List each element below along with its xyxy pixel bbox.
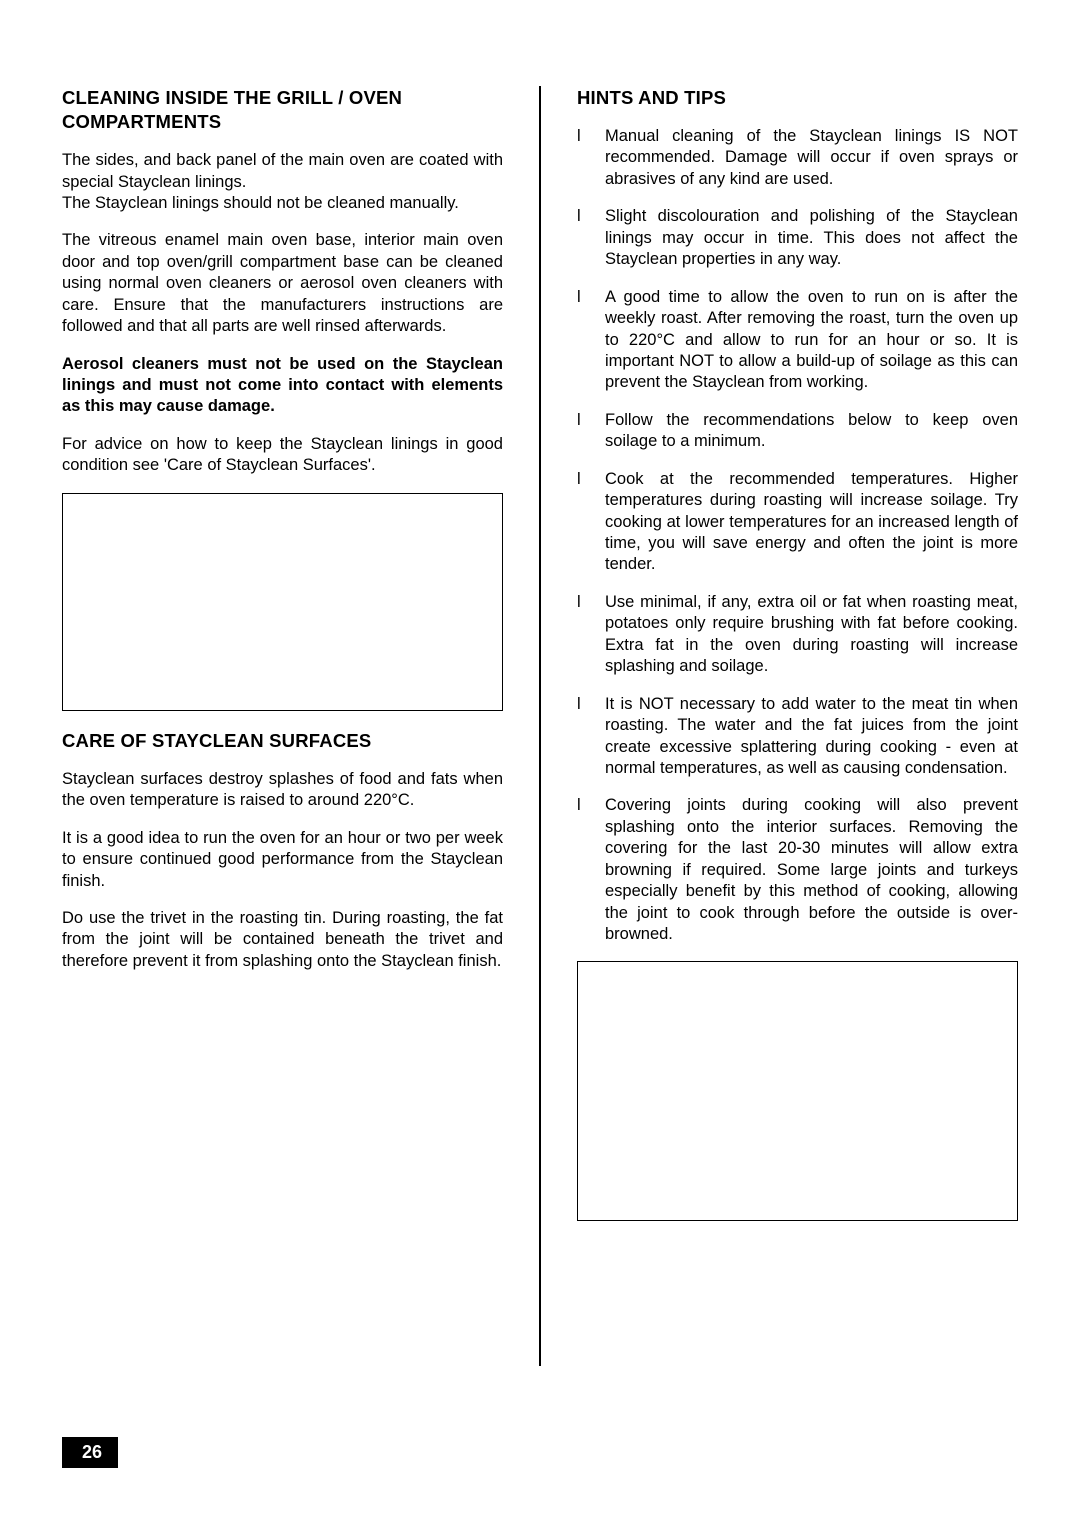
tip-item: l It is NOT necessary to add water to th… bbox=[577, 694, 1018, 780]
bullet-icon: l bbox=[577, 287, 605, 394]
para-stayclean-coating: The sides, and back panel of the main ov… bbox=[62, 150, 503, 193]
para-enamel-clean: The vitreous enamel main oven base, inte… bbox=[62, 230, 503, 337]
tips-list: l Manual cleaning of the Stayclean linin… bbox=[577, 126, 1018, 945]
tip-text: Manual cleaning of the Stayclean linings… bbox=[605, 126, 1018, 190]
bullet-icon: l bbox=[577, 410, 605, 453]
para-aerosol-warning: Aerosol cleaners must not be used on the… bbox=[62, 354, 503, 418]
para-advice-ref: For advice on how to keep the Stayclean … bbox=[62, 434, 503, 477]
image-placeholder-left bbox=[62, 493, 503, 711]
heading-care-stayclean: CARE OF STAYCLEAN SURFACES bbox=[62, 729, 503, 753]
para-trivet: Do use the trivet in the roasting tin. D… bbox=[62, 908, 503, 972]
para-no-manual-clean: The Stayclean linings should not be clea… bbox=[62, 193, 503, 214]
tip-text: Covering joints during cooking will also… bbox=[605, 795, 1018, 945]
image-placeholder-right bbox=[577, 961, 1018, 1221]
tip-text: A good time to allow the oven to run on … bbox=[605, 287, 1018, 394]
two-column-layout: CLEANING INSIDE THE GRILL / OVEN COMPART… bbox=[62, 86, 1018, 1366]
tip-text: Follow the recommendations below to keep… bbox=[605, 410, 1018, 453]
para-run-oven: It is a good idea to run the oven for an… bbox=[62, 828, 503, 892]
page-number: 26 bbox=[62, 1437, 118, 1468]
bullet-icon: l bbox=[577, 469, 605, 576]
left-column: CLEANING INSIDE THE GRILL / OVEN COMPART… bbox=[62, 86, 503, 1366]
tip-text: Use minimal, if any, extra oil or fat wh… bbox=[605, 592, 1018, 678]
bullet-icon: l bbox=[577, 126, 605, 190]
para-stayclean-destroy: Stayclean surfaces destroy splashes of f… bbox=[62, 769, 503, 812]
bullet-icon: l bbox=[577, 694, 605, 780]
right-column: HINTS AND TIPS l Manual cleaning of the … bbox=[577, 86, 1018, 1366]
tip-item: l Cook at the recommended temperatures. … bbox=[577, 469, 1018, 576]
tip-item: l Use minimal, if any, extra oil or fat … bbox=[577, 592, 1018, 678]
heading-hints-tips: HINTS AND TIPS bbox=[577, 86, 1018, 110]
tip-text: Slight discolouration and polishing of t… bbox=[605, 206, 1018, 270]
tip-item: l A good time to allow the oven to run o… bbox=[577, 287, 1018, 394]
bullet-icon: l bbox=[577, 795, 605, 945]
bullet-icon: l bbox=[577, 206, 605, 270]
tip-text: It is NOT necessary to add water to the … bbox=[605, 694, 1018, 780]
column-divider bbox=[539, 86, 541, 1366]
tip-text: Cook at the recommended temperatures. Hi… bbox=[605, 469, 1018, 576]
bullet-icon: l bbox=[577, 592, 605, 678]
tip-item: l Follow the recommendations below to ke… bbox=[577, 410, 1018, 453]
tip-item: l Covering joints during cooking will al… bbox=[577, 795, 1018, 945]
tip-item: l Manual cleaning of the Stayclean linin… bbox=[577, 126, 1018, 190]
tip-item: l Slight discolouration and polishing of… bbox=[577, 206, 1018, 270]
heading-cleaning: CLEANING INSIDE THE GRILL / OVEN COMPART… bbox=[62, 86, 503, 134]
